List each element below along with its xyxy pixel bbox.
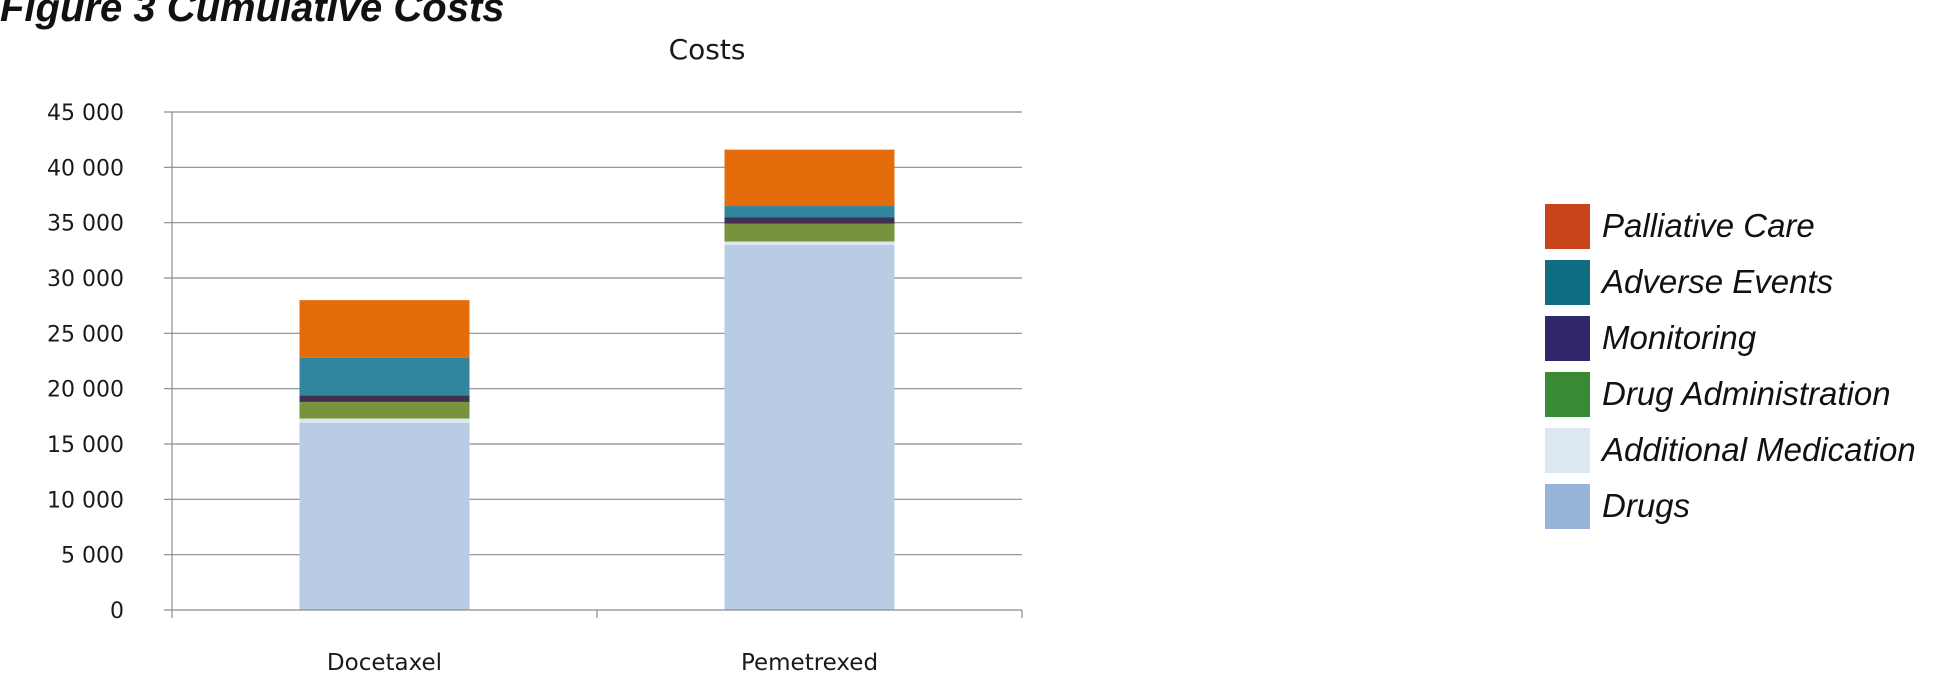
bar-segment-palliative-care (299, 300, 470, 358)
y-tick-label: 5 000 (61, 544, 124, 569)
bar-segment-drug-administration (299, 401, 470, 419)
legend-item: Drugs (1545, 478, 1916, 534)
y-tick-label: 0 (110, 599, 124, 624)
bar-segment-additional-medication (724, 241, 895, 245)
legend-swatch (1545, 203, 1590, 249)
legend-swatch (1545, 427, 1590, 473)
bar-segment-drugs (299, 422, 470, 610)
y-tick-label: 35 000 (47, 212, 124, 237)
bar-segment-adverse-events (724, 206, 895, 218)
y-tick-label: 30 000 (47, 267, 124, 292)
bar-segment-monitoring (299, 395, 470, 402)
legend-label: Adverse Events (1602, 263, 1834, 300)
legend-label: Additional Medication (1602, 431, 1916, 468)
legend-item: Additional Medication (1545, 422, 1916, 478)
y-tick-label: 40 000 (47, 156, 124, 181)
legend-swatch (1545, 315, 1590, 361)
y-tick-label: 45 000 (47, 101, 124, 126)
legend-swatch (1545, 371, 1590, 417)
legend-swatch (1545, 259, 1590, 305)
axes: 0 5 000 10 000 15 000 20 000 25 000 30 000 35 0… (47, 101, 1023, 676)
y-tick-label: 20 000 (47, 378, 124, 403)
legend-label: Monitoring (1602, 319, 1757, 356)
y-tick-label: 10 000 (47, 488, 124, 513)
x-category-label: Pemetrexed (741, 650, 878, 676)
legend-label: Drugs (1602, 487, 1691, 524)
chart-title: Costs (669, 33, 746, 66)
y-tick-label: 15 000 (47, 433, 124, 458)
figure-heading: Figure 3 Cumulative Costs (0, 0, 505, 30)
x-category-label: Docetaxel (327, 650, 442, 676)
legend-item: Drug Administration (1545, 366, 1916, 422)
legend-swatch (1545, 483, 1590, 529)
legend: Palliative Care Adverse Events Monitoring D… (1545, 198, 1916, 534)
bar-segment-additional-medication (299, 418, 470, 423)
legend-label: Drug Administration (1602, 375, 1891, 412)
legend-item: Monitoring (1545, 310, 1916, 366)
bar-segment-palliative-care (724, 149, 895, 207)
y-tick-label: 25 000 (47, 322, 124, 347)
bar-segment-monitoring (724, 217, 895, 224)
bars (299, 149, 895, 611)
bar-segment-adverse-events (299, 357, 470, 396)
bar-segment-drugs (724, 244, 895, 611)
bar-segment-drug-administration (724, 223, 895, 242)
legend-item: Adverse Events (1545, 254, 1916, 310)
legend-item: Palliative Care (1545, 198, 1916, 254)
legend-label: Palliative Care (1602, 207, 1815, 244)
